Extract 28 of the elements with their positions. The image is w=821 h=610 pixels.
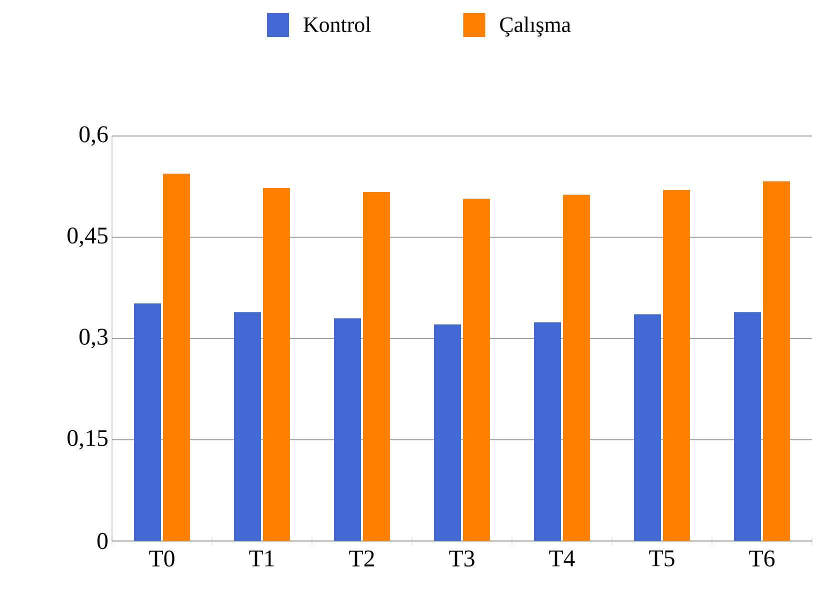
x-tick-label: T2 [349,550,374,566]
bar [634,314,662,541]
bar [662,190,690,541]
bar [162,174,190,541]
legend-label: Çalışma [500,16,571,37]
bar [734,312,762,541]
bar [134,303,162,541]
x-tick-label: T3 [449,550,474,567]
bar [534,322,562,541]
y-tick-label: 0 [97,532,108,550]
x-tick-label: T5 [649,550,674,566]
bar [562,194,590,541]
y-tick-label: 0,3 [80,328,108,348]
y-tick-label: 0,15 [68,430,108,450]
bar [434,324,462,541]
x-tick-label: T0 [149,550,174,567]
x-tick-label: T6 [749,550,775,567]
bar [362,192,390,541]
x-tick-label: T4 [549,550,575,566]
bar [762,181,790,541]
y-tick-label: 0,6 [80,126,108,146]
bar [462,198,490,541]
x-tick-label: T1 [249,550,274,566]
bar [262,188,290,541]
bar [234,312,262,541]
y-tick-label: 0,45 [68,227,108,248]
bar [334,318,362,541]
legend-label: Kontrol [304,16,371,32]
